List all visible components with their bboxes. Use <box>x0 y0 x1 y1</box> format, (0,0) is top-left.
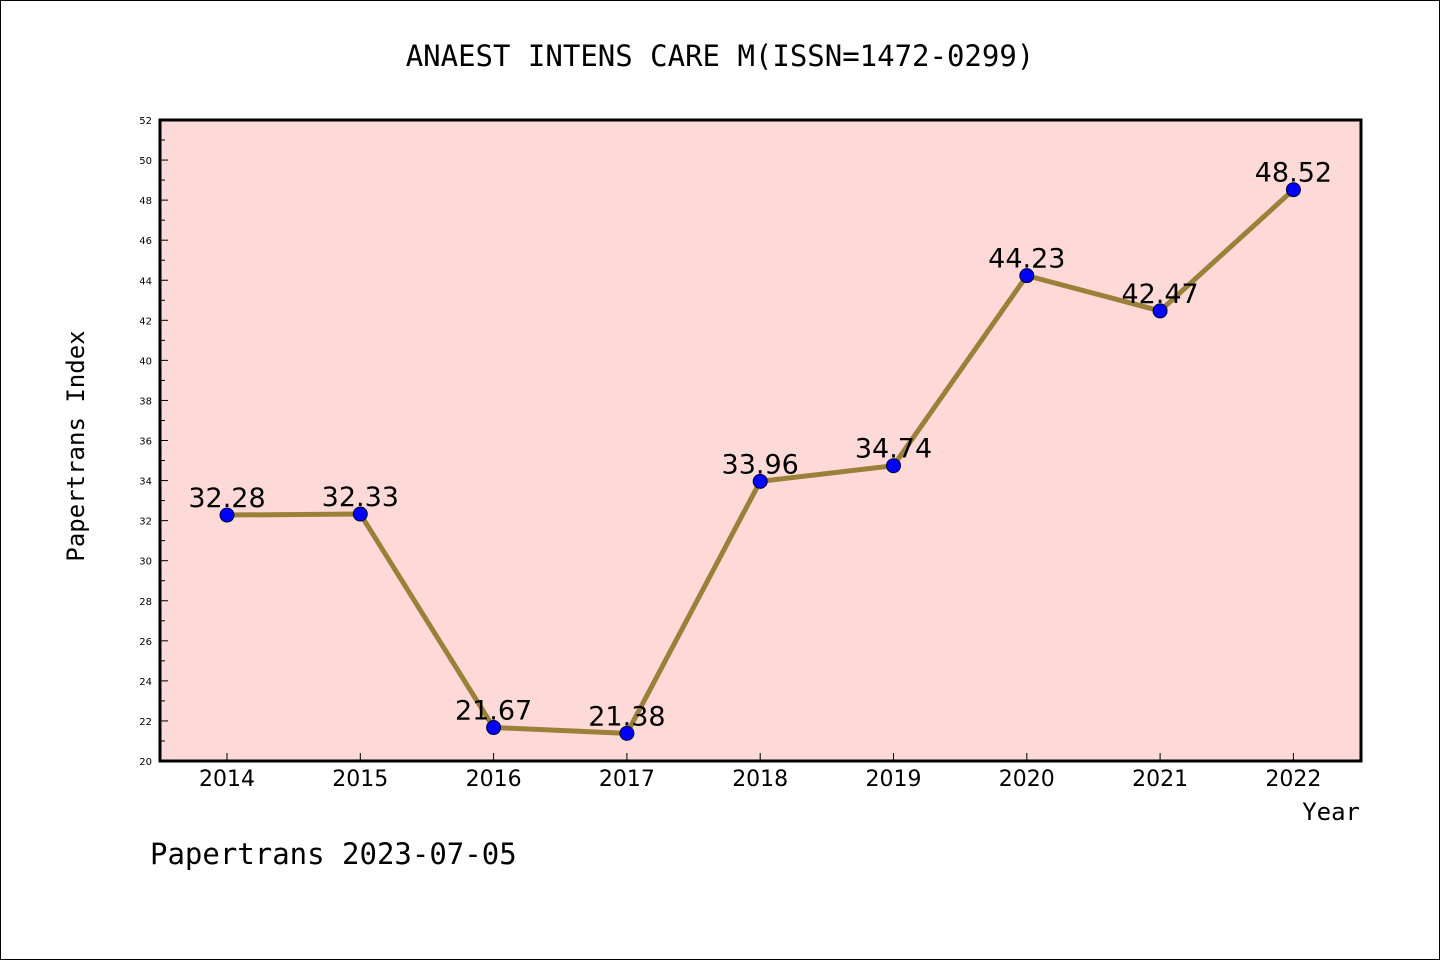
data-label: 34.74 <box>855 434 932 465</box>
y-tick-label: 24 <box>139 677 152 688</box>
footer-stamp: Papertrans 2023-07-05 <box>150 837 517 871</box>
x-tick-label: 2019 <box>866 767 922 792</box>
data-label: 42.47 <box>1121 279 1198 310</box>
data-markers <box>219 182 1301 741</box>
x-tick-label: 2020 <box>999 767 1055 792</box>
data-point <box>1285 182 1301 198</box>
y-tick-label: 20 <box>139 757 152 768</box>
data-point <box>619 725 635 741</box>
data-labels: 32.28 32.33 21.67 21.38 33.96 34.74 44.23 42.47… <box>188 158 1332 733</box>
data-label: 32.28 <box>188 483 265 514</box>
data-point <box>886 458 901 474</box>
plot-area <box>158 118 1363 763</box>
y-tick-label: 38 <box>139 396 152 407</box>
y-tick-label: 26 <box>139 637 152 648</box>
data-label: 32.33 <box>322 482 399 513</box>
data-label: 21.38 <box>588 701 665 732</box>
x-tick-label: 2021 <box>1132 767 1188 792</box>
x-tick-label: 2014 <box>199 767 255 792</box>
x-tick-label: 2015 <box>332 767 388 792</box>
data-point <box>352 506 368 522</box>
x-tick-label: 2017 <box>599 767 655 792</box>
data-label: 21.67 <box>455 696 532 727</box>
x-axis: 2014 2015 2016 2017 2018 2019 2020 2021 2022 <box>199 753 1321 792</box>
y-tick-label: 40 <box>139 356 152 367</box>
y-tick-label: 44 <box>139 276 152 287</box>
y-tick-label: 50 <box>139 156 152 167</box>
x-tick-label: 2018 <box>732 767 788 792</box>
data-point <box>1152 303 1168 319</box>
y-tick-label: 42 <box>139 316 152 327</box>
data-label: 48.52 <box>1255 158 1332 189</box>
y-tick-label: 22 <box>139 717 152 728</box>
x-tick-label: 2022 <box>1265 767 1321 792</box>
data-label: 33.96 <box>722 449 799 480</box>
y-tick-label: 46 <box>139 236 152 247</box>
data-label: 44.23 <box>988 244 1065 275</box>
data-point <box>486 720 502 736</box>
y-tick-label: 28 <box>139 597 152 608</box>
y-axis: 20 22 24 26 28 30 32 34 36 38 40 42 44 46 48 50 52 <box>139 116 168 768</box>
y-tick-label: 30 <box>139 557 152 568</box>
x-tick-label: 2016 <box>466 767 522 792</box>
x-axis-label: Year <box>1302 798 1360 826</box>
y-tick-label: 48 <box>139 196 152 207</box>
y-tick-label: 34 <box>139 477 152 488</box>
y-axis-label: Papertrans Index <box>62 330 90 561</box>
y-tick-label: 36 <box>139 437 152 448</box>
data-point <box>219 507 235 523</box>
data-point <box>752 473 768 489</box>
chart-title: ANAEST INTENS CARE M(ISSN=1472-0299) <box>406 39 1035 73</box>
y-tick-label: 52 <box>139 116 152 127</box>
y-tick-label: 32 <box>139 517 152 528</box>
data-point <box>1019 268 1035 284</box>
